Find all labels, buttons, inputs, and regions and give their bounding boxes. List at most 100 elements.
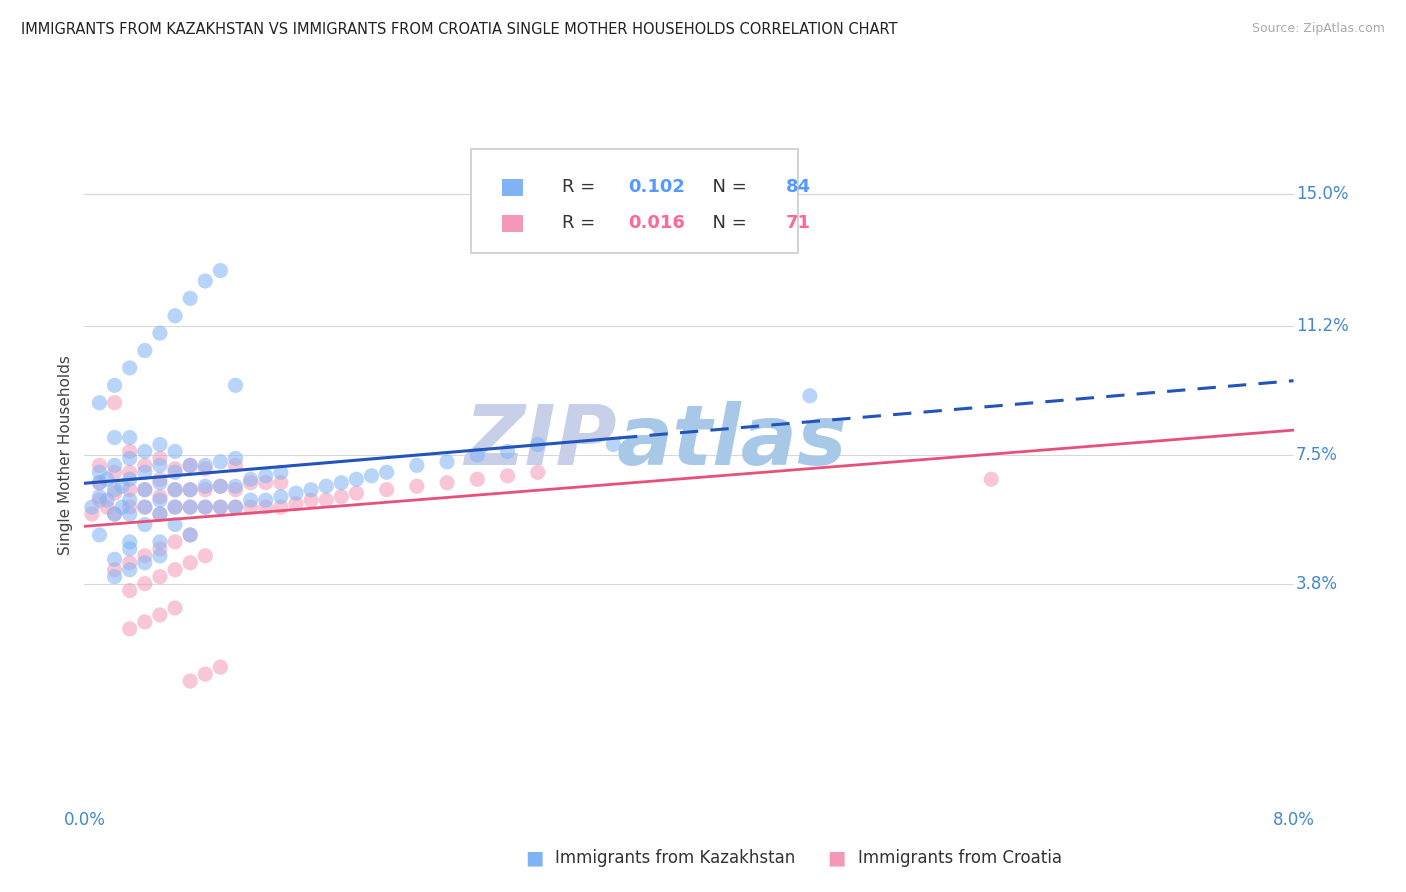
Point [89,396,111,410]
Text: ■: ■ [827,848,846,868]
Point [254,493,277,508]
Point [149,534,172,549]
Point [330,490,353,504]
Text: 84: 84 [786,178,811,196]
Point [118,534,141,549]
Point [118,507,141,521]
Point [602,437,624,451]
Point [209,479,232,493]
Point [799,389,821,403]
Point [104,552,127,566]
Point [179,291,201,305]
Point [104,396,127,410]
Point [96,500,118,514]
Point [104,483,127,497]
Point [225,479,247,493]
Point [104,486,127,500]
Point [194,500,217,514]
Point [80,500,103,514]
Point [406,458,429,473]
Point [315,493,337,508]
Point [118,472,141,486]
Point [165,462,187,476]
Text: 3.8%: 3.8% [1296,574,1339,592]
Point [375,483,398,497]
Point [467,472,489,486]
Point [179,528,201,542]
Point [209,500,232,514]
Point [89,458,111,473]
Text: ZIP: ZIP [464,401,616,482]
Point [225,483,247,497]
Point [179,483,201,497]
Point [104,507,127,521]
Point [118,583,141,598]
Text: N =: N = [702,178,752,196]
Point [375,466,398,480]
Point [270,490,292,504]
Point [209,263,232,277]
Point [467,448,489,462]
Point [315,479,337,493]
Point [149,507,172,521]
Point [346,472,368,486]
Point [134,466,156,480]
Point [179,458,201,473]
Text: Immigrants from Kazakhstan: Immigrants from Kazakhstan [555,849,796,867]
Point [118,466,141,480]
Point [209,500,232,514]
Point [165,500,187,514]
Point [118,444,141,458]
Point [194,274,217,288]
Point [89,475,111,490]
Point [194,458,217,473]
Point [149,541,172,556]
Y-axis label: Single Mother Households: Single Mother Households [58,355,73,555]
Point [165,601,187,615]
Point [165,563,187,577]
Point [118,622,141,636]
Point [179,483,201,497]
Point [104,570,127,584]
Point [89,466,111,480]
Bar [502,178,523,196]
Point [149,507,172,521]
Point [179,528,201,542]
Text: IMMIGRANTS FROM KAZAKHSTAN VS IMMIGRANTS FROM CROATIA SINGLE MOTHER HOUSEHOLDS C: IMMIGRANTS FROM KAZAKHSTAN VS IMMIGRANTS… [21,22,897,37]
Point [134,343,156,358]
Point [496,444,519,458]
Point [254,500,277,514]
Point [330,475,353,490]
Text: Immigrants from Croatia: Immigrants from Croatia [858,849,1062,867]
Point [118,563,141,577]
Point [89,475,111,490]
Point [149,490,172,504]
Point [209,660,232,674]
Point [104,563,127,577]
Point [118,500,141,514]
Point [179,500,201,514]
Point [149,607,172,622]
Point [118,451,141,466]
Point [254,468,277,483]
Point [165,309,187,323]
Point [179,556,201,570]
Text: ■: ■ [524,848,544,868]
Point [111,479,134,493]
Point [134,444,156,458]
Point [527,437,550,451]
Point [194,479,217,493]
Point [104,507,127,521]
Point [104,430,127,444]
Point [111,500,134,514]
Point [179,458,201,473]
Point [134,549,156,563]
Point [118,360,141,375]
Point [165,444,187,458]
Point [436,455,458,469]
Point [165,500,187,514]
Point [89,493,111,508]
Point [104,378,127,392]
Text: N =: N = [702,214,752,232]
Point [149,570,172,584]
